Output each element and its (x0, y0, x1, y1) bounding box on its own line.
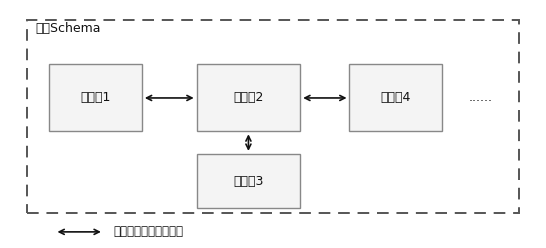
Bar (27, 20, 519, 213)
Bar (197, 64, 300, 131)
Text: 模型类之间的关联关系: 模型类之间的关联关系 (114, 225, 183, 238)
Text: 模型类1: 模型类1 (80, 92, 111, 104)
Bar (349, 64, 442, 131)
Text: 模型类4: 模型类4 (381, 92, 411, 104)
Text: 模型类3: 模型类3 (233, 175, 264, 187)
Text: 模型类2: 模型类2 (233, 92, 264, 104)
Bar (49, 64, 142, 131)
Bar (197, 154, 300, 208)
Text: 模型Schema: 模型Schema (35, 22, 101, 35)
Text: ......: ...... (468, 92, 492, 104)
